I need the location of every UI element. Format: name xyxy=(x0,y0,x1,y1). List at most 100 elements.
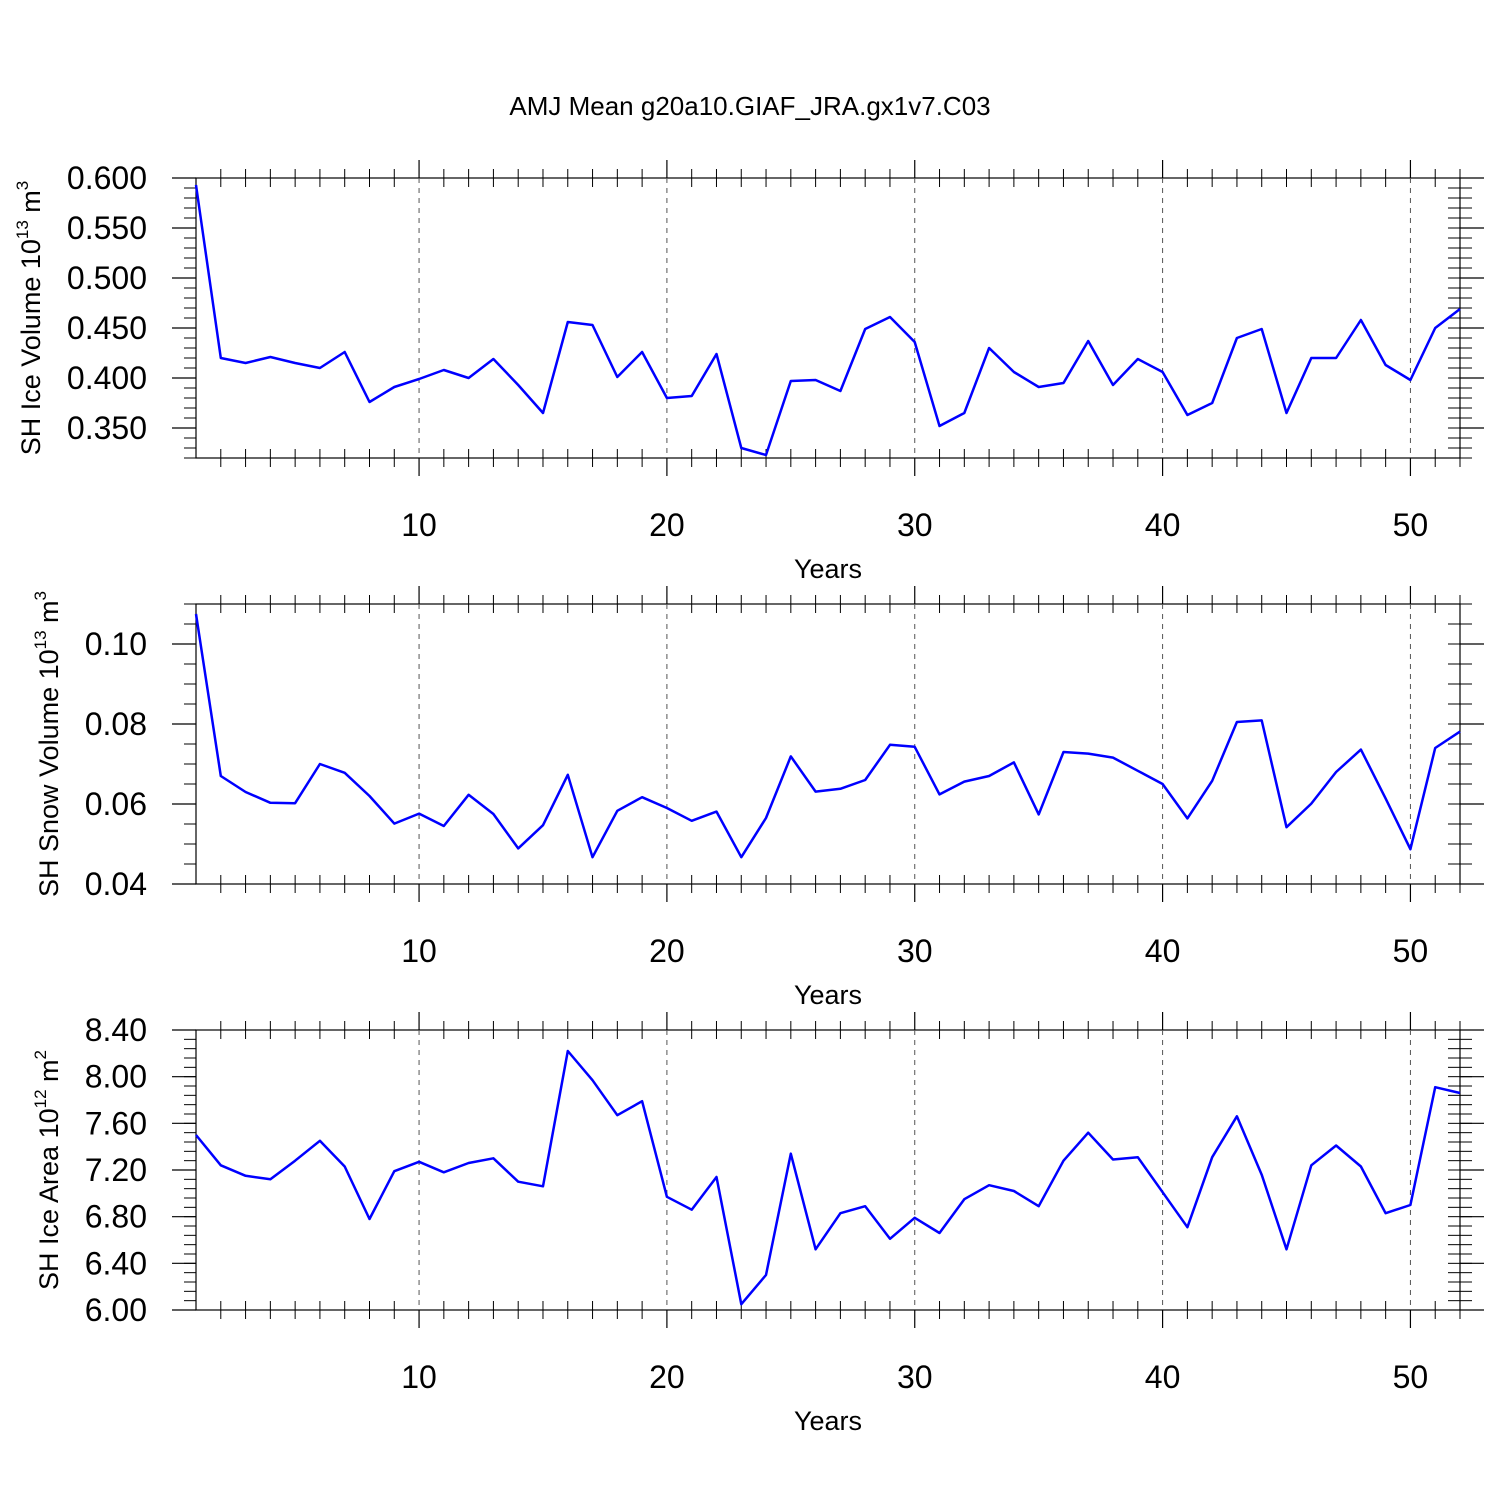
data-point xyxy=(814,790,818,794)
x-tick-label: 10 xyxy=(401,1359,437,1395)
y-axis-label-unit: m xyxy=(34,600,64,630)
y-tick-label: 6.00 xyxy=(85,1292,147,1328)
data-point xyxy=(665,806,669,810)
data-point xyxy=(863,327,867,331)
data-point xyxy=(962,411,966,415)
y-tick-label: 8.40 xyxy=(85,1012,147,1048)
data-point xyxy=(541,823,545,827)
y-axis-label: SH Ice Volume 1013 m3 xyxy=(13,181,46,456)
data-point xyxy=(1384,1211,1388,1215)
data-point xyxy=(541,411,545,415)
y-tick-label: 7.60 xyxy=(85,1105,147,1141)
plot-frame xyxy=(195,177,1461,459)
data-point xyxy=(764,453,768,457)
data-point xyxy=(1458,730,1462,734)
x-axis-label: Years xyxy=(794,1406,862,1436)
data-point xyxy=(392,1169,396,1173)
data-point xyxy=(1161,782,1165,786)
data-point xyxy=(665,1195,669,1199)
data-point xyxy=(690,394,694,398)
data-point xyxy=(318,366,322,370)
data-point xyxy=(491,1156,495,1160)
data-point xyxy=(739,1302,743,1306)
data-point xyxy=(1235,336,1239,340)
y-tick-label: 0.400 xyxy=(67,360,147,396)
data-point xyxy=(962,780,966,784)
panel-snow-volume: 10 20 30 40 50 0.10 0.08 0.06 0.04 Years SH Snow V… xyxy=(31,586,1484,1010)
data-point xyxy=(987,346,991,350)
data-point xyxy=(739,855,743,859)
data-point xyxy=(442,368,446,372)
y-axis-label-main: SH Snow Volume 10 xyxy=(34,649,64,897)
x-axis-label: Years xyxy=(794,554,862,584)
data-point xyxy=(1185,1225,1189,1229)
data-point xyxy=(1086,1131,1090,1135)
data-point xyxy=(1260,718,1264,722)
data-point xyxy=(268,1177,272,1181)
data-point xyxy=(913,340,917,344)
series-line xyxy=(194,613,1461,859)
data-point xyxy=(640,1099,644,1103)
data-point xyxy=(913,1216,917,1220)
data-point xyxy=(814,378,818,382)
data-point xyxy=(888,315,892,319)
data-point xyxy=(1086,339,1090,343)
data-point xyxy=(1037,812,1041,816)
data-point xyxy=(987,774,991,778)
data-point xyxy=(244,1174,248,1178)
data-point xyxy=(888,743,892,747)
data-point xyxy=(640,350,644,354)
y-axis-label: SH Snow Volume 1013 m3 xyxy=(31,591,64,897)
data-point xyxy=(1433,326,1437,330)
data-point xyxy=(938,1231,942,1235)
y-axis-label-unit-exponent: 3 xyxy=(31,591,50,600)
data-point xyxy=(566,1049,570,1053)
data-point xyxy=(938,792,942,796)
data-point xyxy=(987,1183,991,1187)
data-point xyxy=(838,787,842,791)
x-tick-label: 50 xyxy=(1393,933,1429,969)
y-tick-label: 6.80 xyxy=(85,1199,147,1235)
data-point xyxy=(1185,816,1189,820)
data-point xyxy=(1136,1155,1140,1159)
data-point xyxy=(665,396,669,400)
data-point xyxy=(1334,356,1338,360)
y-axis-label-exponent: 13 xyxy=(13,220,32,239)
data-point xyxy=(1408,378,1412,382)
y-tick-label: 0.500 xyxy=(67,260,147,296)
y-tick-label: 0.350 xyxy=(67,410,147,446)
data-point xyxy=(367,400,371,404)
data-point xyxy=(1260,1173,1264,1177)
data-point xyxy=(1285,825,1289,829)
data-point xyxy=(343,350,347,354)
data-point xyxy=(1309,802,1313,806)
data-point xyxy=(739,446,743,450)
data-point xyxy=(244,361,248,365)
data-point xyxy=(1235,1114,1239,1118)
data-point xyxy=(1111,1158,1115,1162)
data-point xyxy=(1408,847,1412,851)
data-point xyxy=(194,183,198,187)
data-point xyxy=(1061,381,1065,385)
data-point xyxy=(640,795,644,799)
data-point xyxy=(1061,1159,1065,1163)
y-tick-label: 0.08 xyxy=(85,706,147,742)
data-point xyxy=(1037,1204,1041,1208)
data-point xyxy=(1384,363,1388,367)
y-axis-label-unit: m xyxy=(16,190,46,220)
y-tick-label: 0.450 xyxy=(67,310,147,346)
data-point xyxy=(219,774,223,778)
data-point xyxy=(764,1273,768,1277)
y-axis-label-main: SH Ice Area 10 xyxy=(34,1108,64,1290)
y-tick-label: 0.550 xyxy=(67,210,147,246)
data-point xyxy=(863,1204,867,1208)
data-point xyxy=(1161,1190,1165,1194)
data-point xyxy=(293,361,297,365)
data-point xyxy=(591,323,595,327)
data-point xyxy=(392,385,396,389)
data-point xyxy=(293,1159,297,1163)
data-point xyxy=(367,1217,371,1221)
data-point xyxy=(467,793,471,797)
data-point xyxy=(516,383,520,387)
